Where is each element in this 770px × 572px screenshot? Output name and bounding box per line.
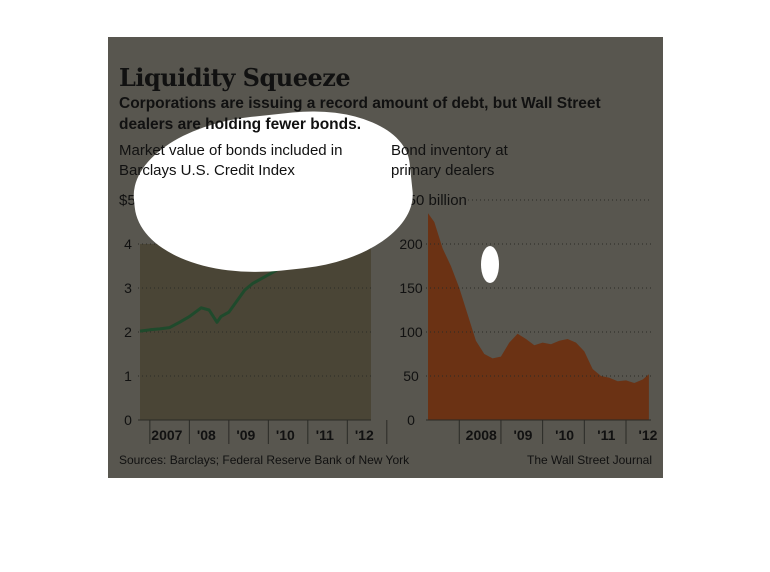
left-y-tick-label: 4 — [124, 236, 132, 252]
right-y-tick-label: 0 — [407, 412, 415, 428]
right-x-tick-label: '12 — [639, 427, 658, 443]
right-chart-caption: Bond inventory at primary dealers — [391, 141, 541, 181]
left-y-tick-label: 0 — [124, 412, 132, 428]
left-y-tick-label: 3 — [124, 280, 132, 296]
right-chart-caption-text: Bond inventory at primary dealers — [391, 142, 508, 179]
left-x-tick-label: '11 — [316, 427, 334, 443]
right-x-tick-label: '09 — [513, 427, 532, 443]
left-x-tick-label: '08 — [197, 427, 216, 443]
left-x-tick-label: '09 — [236, 427, 255, 443]
right-y-tick-label: 100 — [399, 324, 423, 340]
right-y-tick-label: 200 — [399, 236, 423, 252]
left-chart-caption: Market value of bonds included in Barcla… — [119, 141, 359, 181]
left-x-tick-label: 2007 — [151, 427, 182, 443]
chart-title: Liquidity Squeeze — [119, 63, 351, 92]
left-chart-caption-text: Market value of bonds included in Barcla… — [119, 142, 343, 179]
chart-card: $5 trillion432102007'08'09'10'11'12 $250… — [108, 37, 663, 478]
credit-note: The Wall Street Journal — [527, 453, 652, 467]
right-y-tick-label: 50 — [403, 368, 419, 384]
source-note: Sources: Barclays; Federal Reserve Bank … — [119, 453, 410, 467]
left-x-tick-label: '10 — [276, 427, 295, 443]
chart-subtitle: Corporations are issuing a record amount… — [119, 95, 601, 133]
left-y-tick-label: 2 — [124, 324, 132, 340]
right-x-tick-label: 2008 — [466, 427, 497, 443]
right-x-tick-label: '11 — [597, 427, 615, 443]
right-y-tick-label: 150 — [399, 280, 423, 296]
left-y-tick-label: 1 — [124, 368, 132, 384]
highlight-blob-small — [481, 246, 499, 283]
right-x-tick-label: '10 — [555, 427, 574, 443]
right-series-area — [428, 213, 649, 420]
left-x-tick-label: '12 — [355, 427, 374, 443]
